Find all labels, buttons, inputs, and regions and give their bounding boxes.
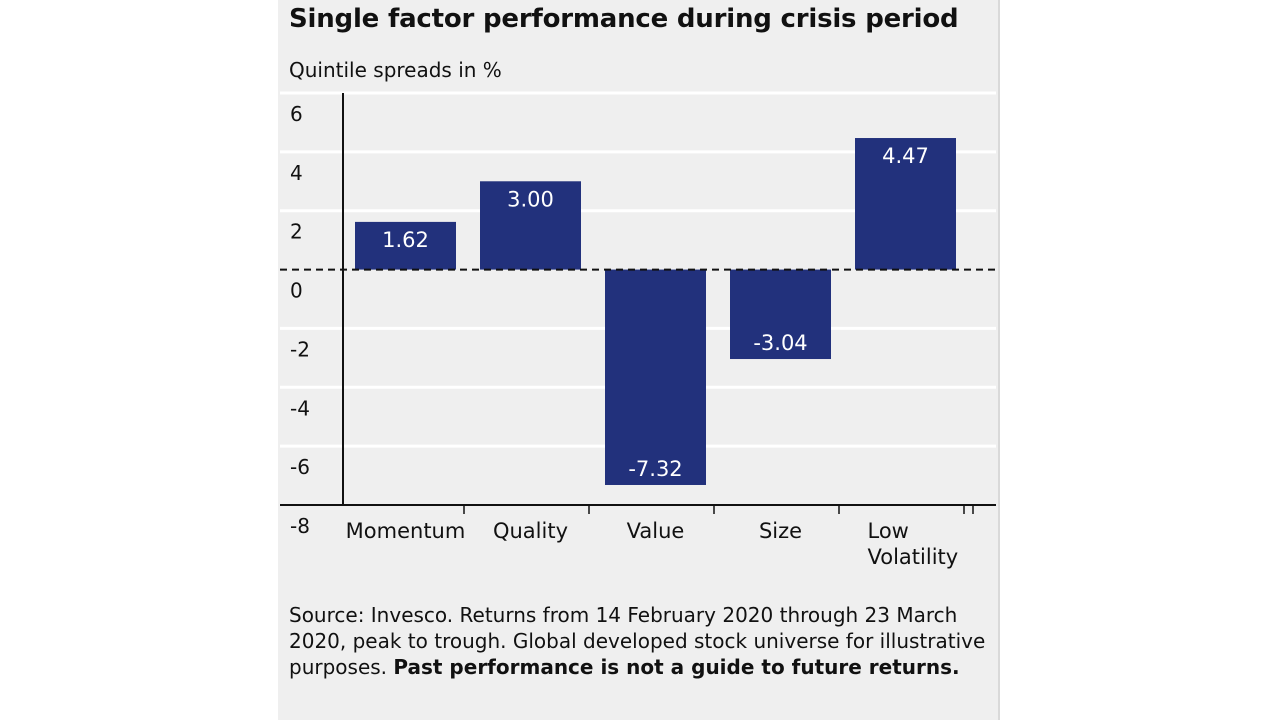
- bar-value-label: 3.00: [507, 187, 554, 211]
- footnote-text: Source: Invesco. Returns from 14 Februar…: [289, 603, 986, 679]
- bar: [730, 269, 831, 360]
- bar-value-label: 4.47: [882, 144, 929, 168]
- bar: [355, 221, 456, 270]
- y-axis-label: Quintile spreads in %: [289, 58, 502, 82]
- source-footnote: Source: Invesco. Returns from 14 Februar…: [289, 602, 989, 680]
- x-tick-label: Value: [627, 519, 685, 543]
- bar: [855, 138, 956, 270]
- bar: [480, 181, 581, 270]
- y-tick-label: -2: [290, 337, 310, 361]
- x-tick-label: Low: [868, 519, 909, 543]
- bar-value-label: 1.62: [382, 228, 429, 252]
- y-tick-label: 4: [290, 161, 303, 185]
- bar: [605, 269, 706, 485]
- chart-title: Single factor performance during crisis …: [289, 4, 959, 34]
- y-tick-label: -4: [290, 396, 310, 420]
- footnote-disclaimer: Past performance is not a guide to futur…: [393, 655, 960, 679]
- x-tick-label: Quality: [493, 519, 568, 543]
- y-tick-label: 6: [290, 102, 303, 126]
- y-tick-label: -8: [290, 514, 310, 538]
- y-tick-label: 2: [290, 220, 303, 244]
- bar-value-label: -7.32: [628, 457, 682, 481]
- y-tick-label: 0: [290, 279, 303, 303]
- panel-edge: [998, 0, 1000, 720]
- bar-value-label: -3.04: [753, 331, 807, 355]
- x-tick-label: Momentum: [346, 519, 466, 543]
- x-tick-label: Size: [759, 519, 802, 543]
- x-tick-label: Volatility: [868, 545, 959, 569]
- y-tick-label: -6: [290, 455, 310, 479]
